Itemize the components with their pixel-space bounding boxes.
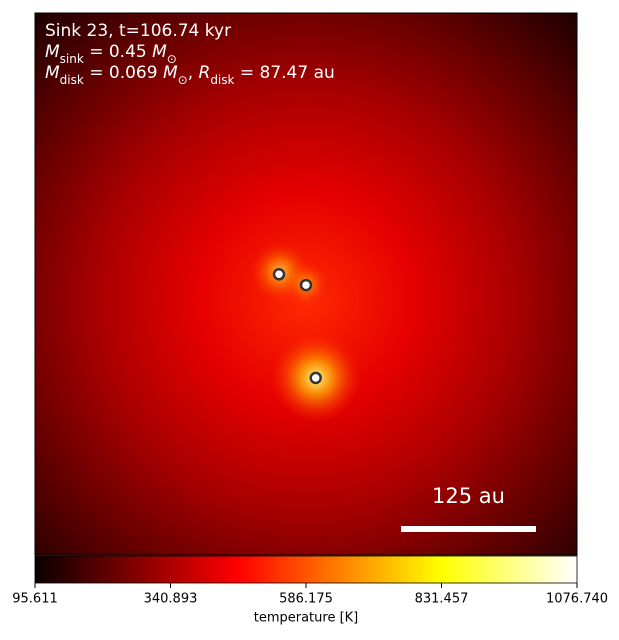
- title-part: ⊙: [167, 52, 177, 66]
- title-part: ,: [188, 63, 199, 83]
- title-part: ⊙: [178, 73, 188, 87]
- frame: [34, 12, 578, 556]
- title-part: disk: [210, 73, 234, 87]
- title-part: M: [45, 63, 60, 83]
- title-line: Sink 23, t=106.74 kyr: [45, 21, 231, 41]
- colorbar-tick-label: 340.893: [144, 592, 198, 607]
- colorbar-label: temperature [K]: [254, 611, 359, 626]
- title-part: M: [163, 63, 178, 83]
- title-part: disk: [60, 73, 84, 87]
- title-part: sink: [60, 52, 84, 66]
- sink: [309, 371, 322, 385]
- title-part: = 0.069: [84, 63, 163, 83]
- title-part: M: [45, 42, 60, 62]
- colorbar-tick-label: 586.175: [279, 592, 333, 607]
- sink: [272, 268, 286, 281]
- colorbar-tick-label: 1076.740: [546, 592, 608, 607]
- colorbar-tick-label: 831.457: [415, 592, 469, 607]
- title-line: Mdisk = 0.069 M⊙, Rdisk = 87.47 au: [45, 63, 335, 87]
- title-part: = 0.45: [84, 42, 152, 62]
- scale-bar-label: 125 au: [432, 484, 505, 508]
- colorbar: [34, 555, 578, 584]
- title-part: M: [152, 42, 167, 62]
- title-part: = 87.47 au: [234, 63, 334, 83]
- title-line: Msink = 0.45 M⊙: [45, 42, 177, 66]
- title-part: R: [199, 63, 211, 83]
- title-part: Sink 23, t=106.74 kyr: [45, 21, 231, 41]
- sink: [299, 278, 313, 292]
- colorbar-tick-label: 95.611: [12, 592, 58, 607]
